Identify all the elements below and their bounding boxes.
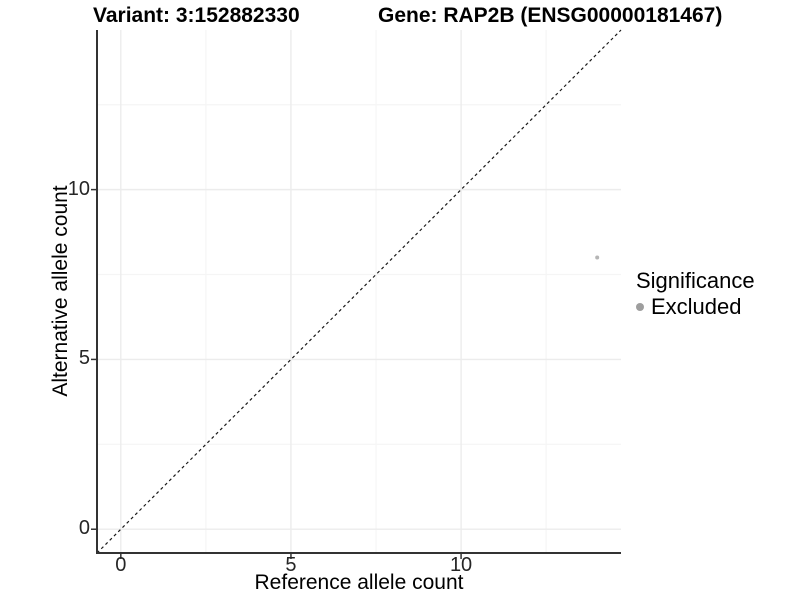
data-point xyxy=(595,255,600,260)
y-tick-label: 5 xyxy=(78,347,90,370)
plot-title-variant: Variant: 3:152882330 xyxy=(93,4,300,27)
legend-item-label: Excluded xyxy=(651,294,742,319)
plot-title-gene: Gene: RAP2B (ENSG00000181467) xyxy=(378,4,723,27)
legend-item-excluded: Excluded xyxy=(636,295,755,319)
x-tick-label: 10 xyxy=(449,554,473,576)
legend-title: Significance xyxy=(636,268,755,293)
plot-panel xyxy=(91,29,622,559)
legend-point-swatch xyxy=(636,303,644,311)
y-tick-label: 0 xyxy=(78,517,90,540)
x-axis-title: Reference allele count xyxy=(254,571,464,594)
legend: Significance Excluded xyxy=(636,268,755,319)
x-tick-label: 0 xyxy=(115,554,127,576)
y-tick-label: 10 xyxy=(67,177,90,200)
diagonal-reference-line xyxy=(96,29,622,554)
x-tick-label: 5 xyxy=(285,554,297,576)
